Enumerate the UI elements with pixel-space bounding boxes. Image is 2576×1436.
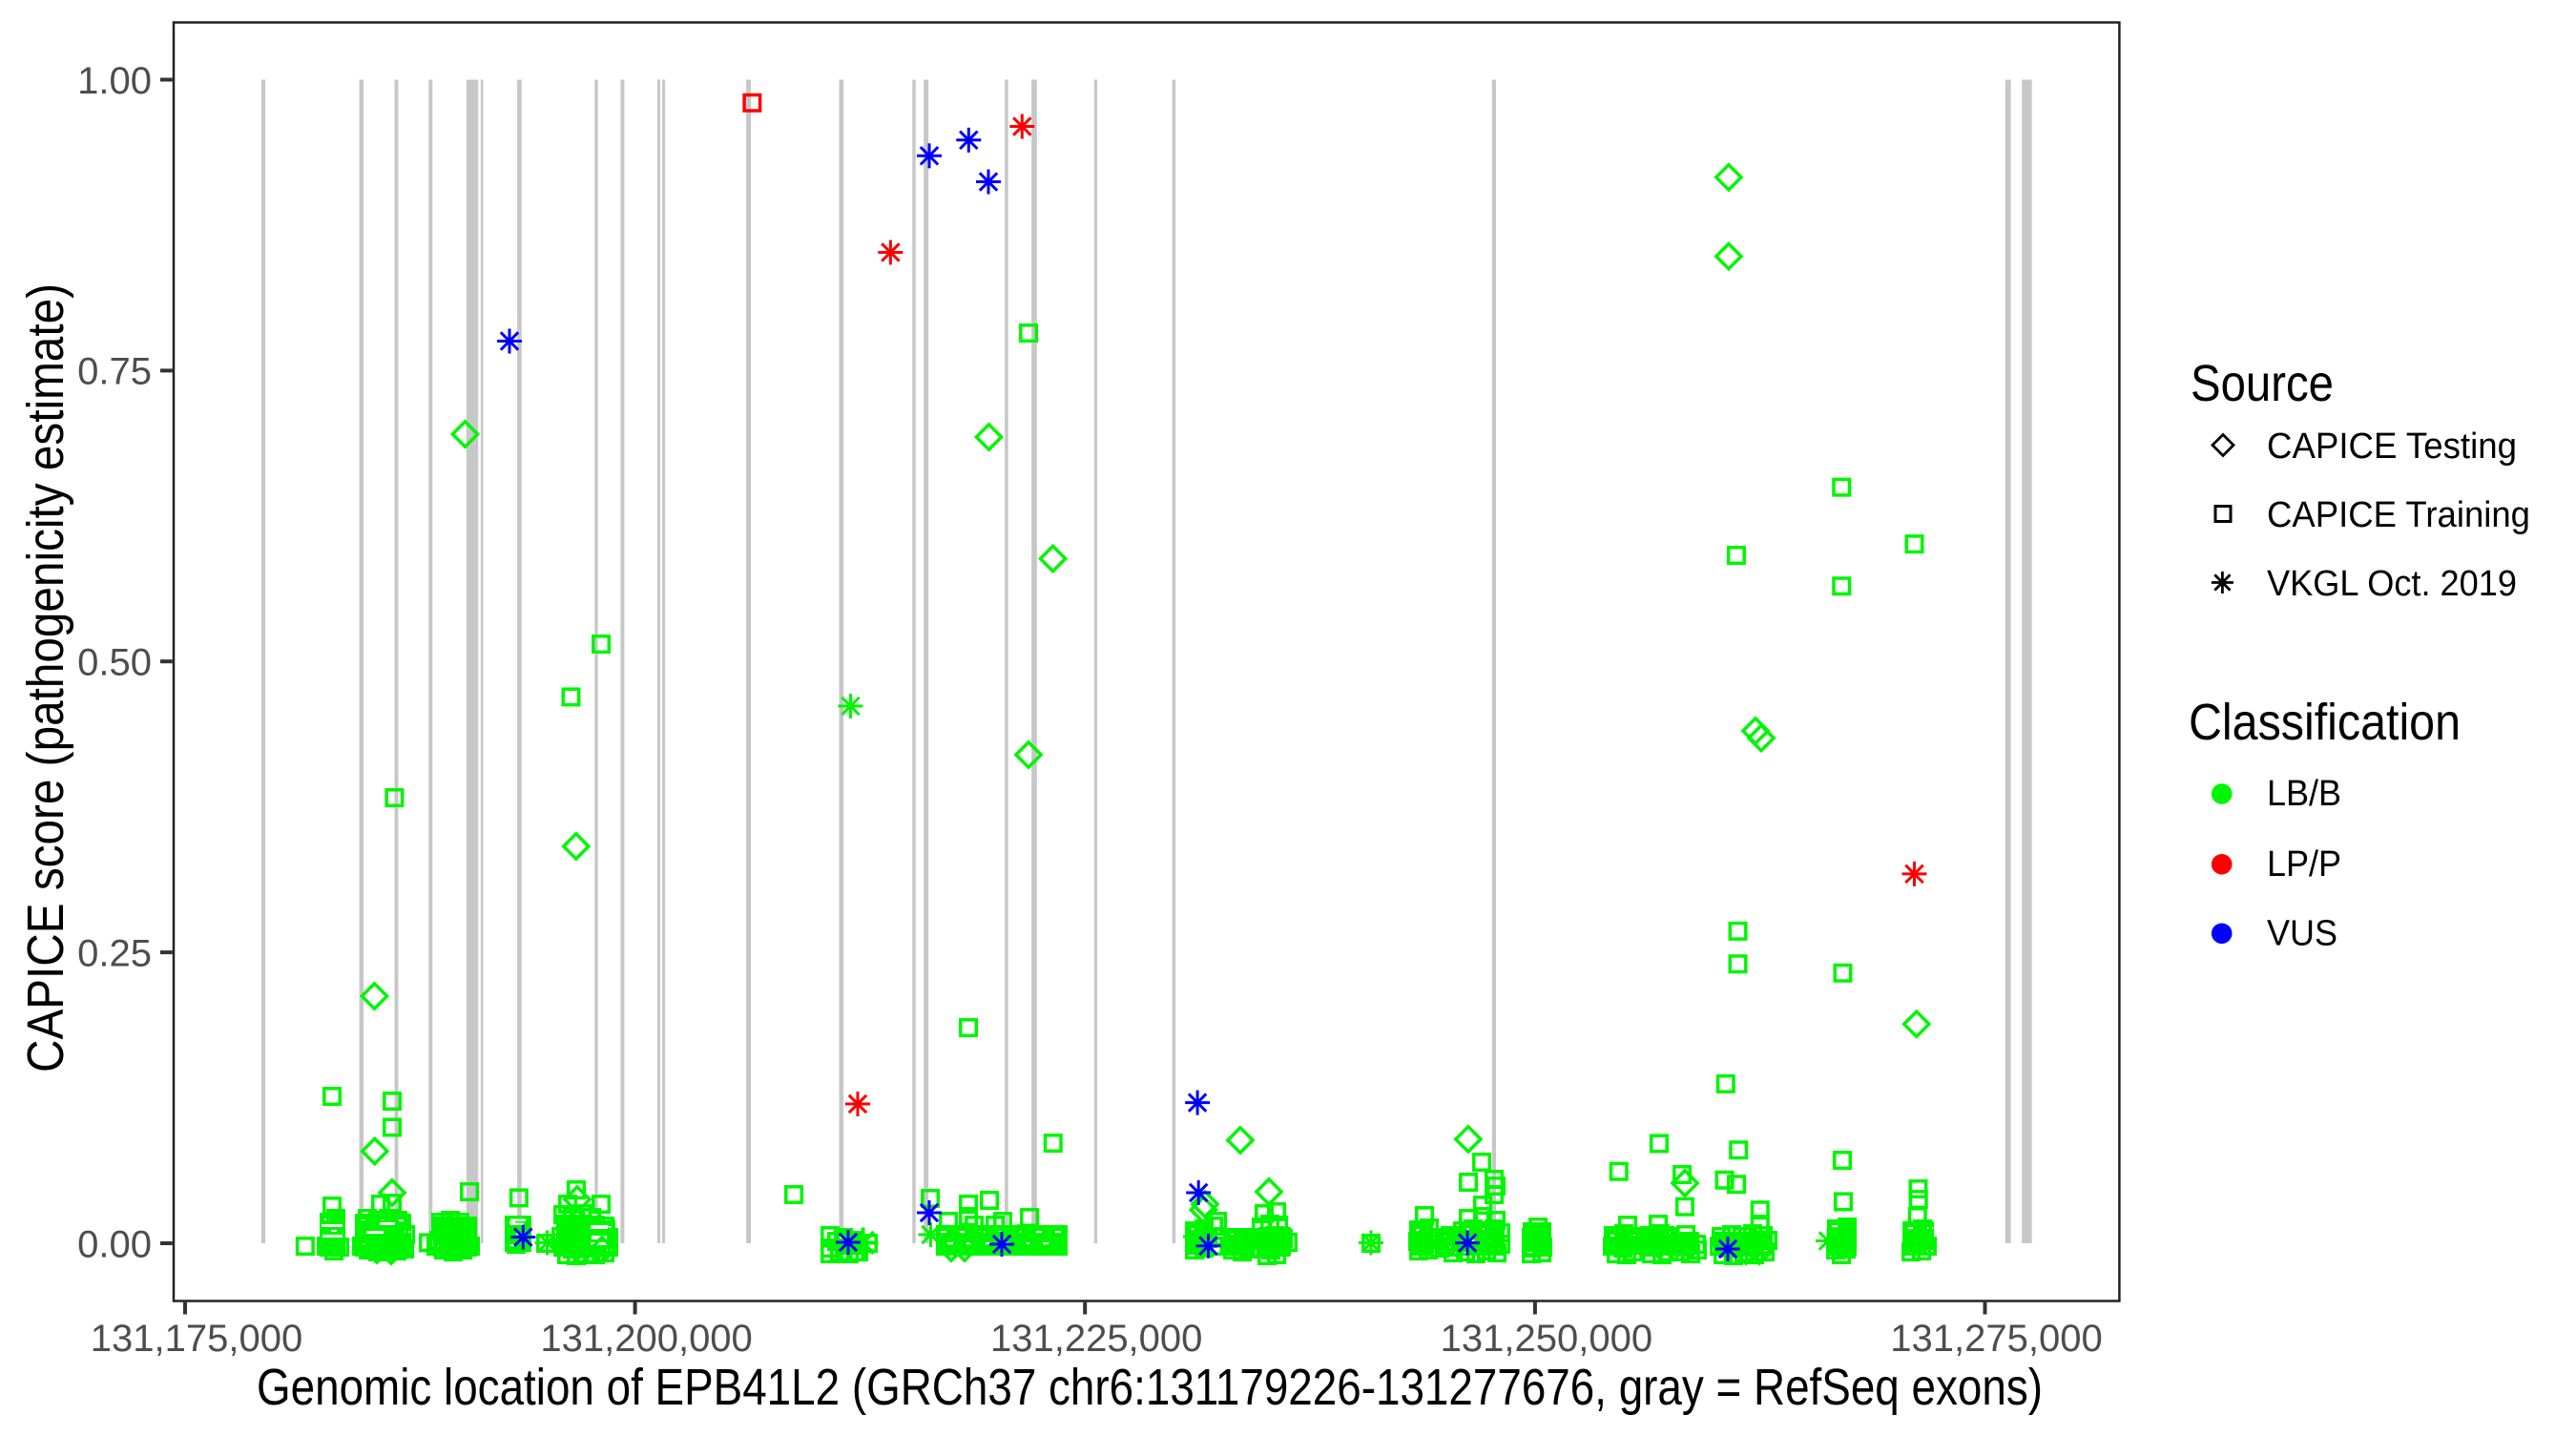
svg-text:Genomic location of EPB41L2 (G: Genomic location of EPB41L2 (GRCh37 chr6… [257, 1359, 2043, 1416]
svg-text:CAPICE Training: CAPICE Training [2267, 495, 2530, 535]
svg-text:0.50: 0.50 [77, 642, 152, 684]
svg-text:131,225,000: 131,225,000 [990, 1318, 1202, 1360]
svg-text:131,200,000: 131,200,000 [540, 1318, 752, 1360]
svg-text:CAPICE score (pathogenicity es: CAPICE score (pathogenicity estimate) [17, 283, 74, 1072]
svg-text:LB/B: LB/B [2267, 774, 2341, 814]
svg-text:LP/P: LP/P [2267, 844, 2341, 884]
svg-text:Source: Source [2191, 355, 2334, 412]
svg-text:Classification: Classification [2189, 694, 2461, 751]
svg-text:VKGL Oct. 2019: VKGL Oct. 2019 [2267, 564, 2517, 604]
svg-text:VUS: VUS [2267, 913, 2337, 953]
svg-text:1.00: 1.00 [77, 60, 152, 102]
svg-text:0.75: 0.75 [77, 351, 152, 393]
svg-text:131,250,000: 131,250,000 [1441, 1318, 1652, 1360]
svg-text:131,275,000: 131,275,000 [1890, 1318, 2102, 1360]
svg-text:CAPICE Testing: CAPICE Testing [2267, 427, 2517, 467]
svg-text:131,175,000: 131,175,000 [91, 1318, 302, 1360]
svg-text:0.25: 0.25 [77, 932, 152, 974]
svg-text:0.00: 0.00 [77, 1223, 152, 1265]
